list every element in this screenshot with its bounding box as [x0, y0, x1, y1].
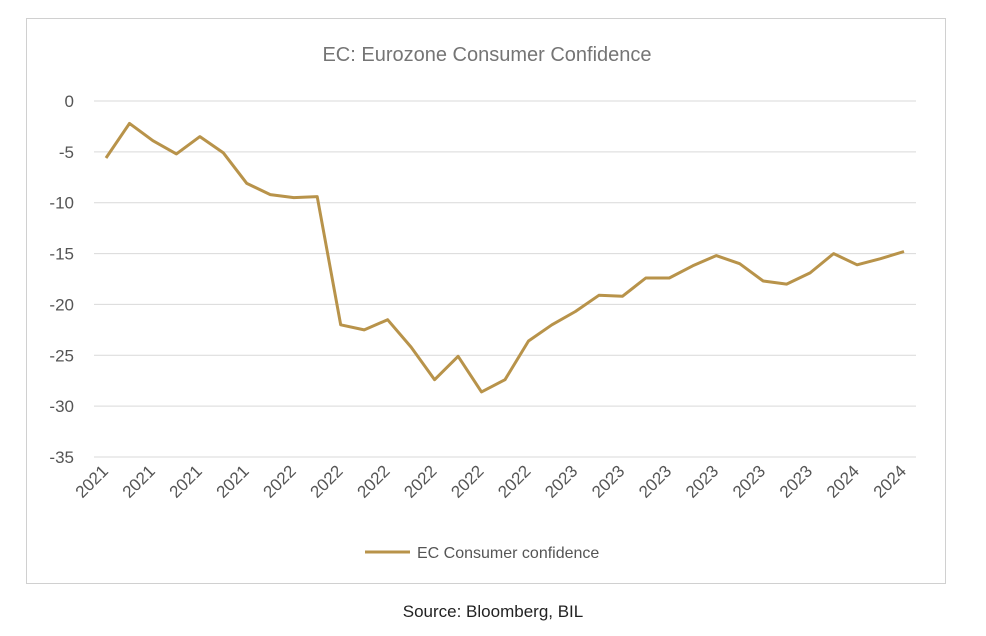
x-tick-label: 2021 [72, 462, 112, 502]
x-tick-label: 2022 [260, 462, 300, 502]
x-tick-label: 2021 [166, 462, 206, 502]
series-line [104, 121, 905, 394]
x-tick-label: 2023 [588, 462, 628, 502]
x-tick-label: 2024 [823, 462, 863, 502]
x-tick-label: 2021 [119, 462, 159, 502]
gridlines [94, 100, 916, 458]
legend: EC Consumer confidence [365, 545, 599, 562]
x-tick-label: 2023 [729, 462, 769, 502]
y-tick-label: -20 [49, 295, 74, 314]
x-tick-label: 2022 [447, 462, 487, 502]
x-tick-label: 2023 [541, 462, 581, 502]
y-tick-label: -25 [49, 346, 74, 365]
y-tick-label: -15 [49, 245, 74, 264]
x-tick-label: 2022 [353, 462, 393, 502]
x-tick-label: 2022 [400, 462, 440, 502]
y-tick-label: -35 [49, 448, 74, 467]
legend-label: EC Consumer confidence [417, 545, 599, 562]
series-layer [104, 121, 905, 394]
y-tick-label: 0 [65, 92, 74, 111]
y-axis-ticks: 0 -5 -10 -15 -20 -25 -30 -35 [49, 92, 74, 467]
x-tick-label: 2023 [682, 462, 722, 502]
x-tick-label: 2024 [870, 462, 910, 502]
line-chart: EC: Eurozone Consumer Confidence 0 -5 -10 -… [49, 44, 916, 562]
x-axis-ticks: 2021 2021 2021 2021 2022 2022 2022 2022 2022 2022… [72, 462, 910, 502]
y-tick-label: -5 [59, 143, 74, 162]
y-tick-label: -30 [49, 397, 74, 416]
source-note: Source: Bloomberg, BIL [402, 602, 584, 621]
x-tick-label: 2023 [635, 462, 675, 502]
chart-frame: EC: Eurozone Consumer Confidence 0 -5 -10 -… [26, 18, 946, 584]
x-tick-label: 2022 [494, 462, 534, 502]
x-tick-label: 2021 [213, 462, 253, 502]
x-tick-label: 2023 [776, 462, 816, 502]
x-tick-label: 2022 [307, 462, 347, 502]
y-tick-label: -10 [49, 194, 74, 213]
chart-title: EC: Eurozone Consumer Confidence [322, 44, 651, 66]
